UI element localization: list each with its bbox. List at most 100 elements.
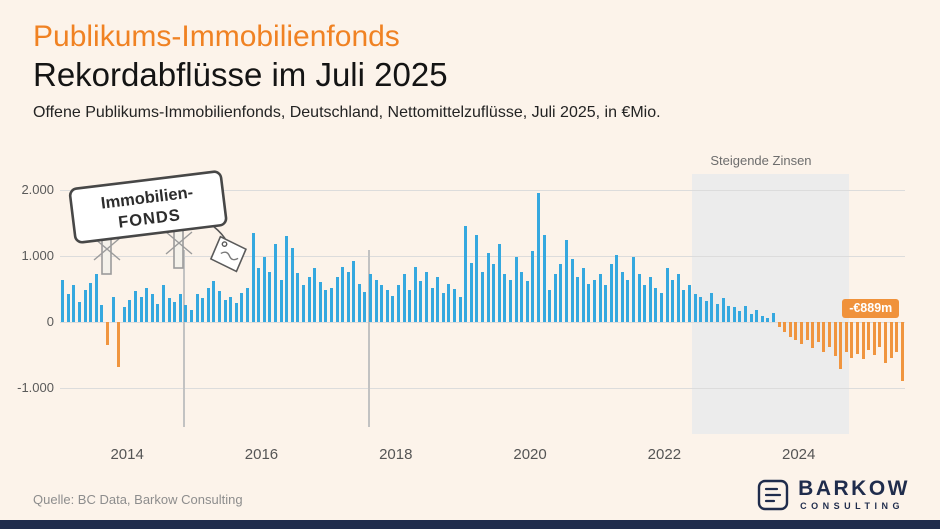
- y-gridline: [60, 322, 905, 323]
- event-marker-line: [183, 250, 186, 427]
- bar: [162, 285, 166, 322]
- bar: [262, 257, 266, 322]
- bar: [816, 322, 820, 343]
- bar: [598, 274, 602, 322]
- bar: [777, 322, 781, 328]
- bar: [296, 273, 300, 322]
- bar: [710, 292, 714, 322]
- bar: [61, 279, 65, 322]
- bar: [178, 294, 182, 322]
- bar: [72, 285, 76, 322]
- bar: [279, 279, 283, 322]
- bar: [385, 290, 389, 322]
- bar: [341, 266, 345, 322]
- bar: [240, 292, 244, 322]
- bar: [369, 274, 373, 322]
- immobilienfonds-sign: Immobilien- FONDS: [68, 170, 247, 275]
- bar: [145, 287, 149, 322]
- y-gridline: [60, 256, 905, 257]
- bar: [738, 311, 742, 322]
- x-axis-tick-label: 2018: [379, 446, 413, 463]
- bar: [184, 304, 188, 322]
- bar: [217, 290, 221, 322]
- bar: [301, 285, 305, 322]
- bar: [548, 290, 552, 322]
- bar: [268, 271, 272, 322]
- bar: [861, 322, 865, 359]
- bar: [839, 322, 843, 369]
- bar: [100, 304, 104, 322]
- bar: [889, 322, 893, 358]
- bar: [514, 257, 518, 322]
- bar: [570, 258, 574, 322]
- barkow-logo-icon: [757, 479, 789, 510]
- bar: [721, 298, 725, 322]
- bar: [755, 310, 759, 322]
- bar: [234, 302, 238, 322]
- bar: [447, 283, 451, 322]
- bar: [134, 290, 138, 322]
- bar: [592, 279, 596, 322]
- y-gridline: [60, 388, 905, 389]
- barkow-logo-text: BARKOW CONSULTING: [798, 478, 910, 511]
- sign-brace-right-icon: [165, 231, 193, 255]
- bar: [682, 290, 686, 322]
- plot-area: Steigende Zinsen 2014 2016 2018 2020 2022 202…: [60, 153, 905, 463]
- barkow-logo: BARKOW CONSULTING: [757, 478, 910, 511]
- bar: [128, 299, 132, 322]
- bar: [78, 302, 82, 322]
- bar: [94, 274, 98, 322]
- bar: [117, 322, 121, 367]
- bar: [346, 271, 350, 322]
- y-gridline: [60, 190, 905, 191]
- bar: [648, 277, 652, 322]
- bar: [167, 297, 171, 322]
- bar: [643, 285, 647, 322]
- bar: [106, 322, 110, 346]
- bar: [520, 271, 524, 322]
- logo-subtitle: CONSULTING: [800, 501, 905, 511]
- x-axis-tick-label: 2014: [110, 446, 144, 463]
- event-marker-line: [367, 250, 370, 427]
- bar: [637, 274, 641, 322]
- bar: [811, 322, 815, 348]
- bar: [716, 303, 720, 322]
- bar: [805, 322, 809, 341]
- bar: [464, 225, 468, 322]
- bar: [206, 288, 210, 322]
- bar: [688, 285, 692, 322]
- bar: [83, 290, 87, 322]
- bar: [799, 322, 803, 345]
- bar: [156, 303, 160, 322]
- source-note: Quelle: BC Data, Barkow Consulting: [33, 492, 243, 507]
- bar: [699, 296, 703, 322]
- bar: [497, 244, 501, 322]
- bar: [201, 298, 205, 322]
- bar: [536, 193, 540, 322]
- bar: [895, 322, 899, 353]
- bar: [559, 263, 563, 322]
- bar: [212, 281, 216, 322]
- shaded-region-label: Steigende Zinsen: [710, 153, 812, 168]
- y-axis-tick-label: 0: [46, 314, 54, 329]
- bar: [195, 294, 199, 322]
- bar: [307, 277, 311, 322]
- header: Publikums-Immobilienfonds Rekordabflüsse…: [33, 20, 661, 122]
- bar: [486, 253, 490, 322]
- bar: [704, 300, 708, 322]
- bar: [475, 234, 479, 322]
- bar: [122, 306, 126, 322]
- bar: [531, 250, 535, 322]
- bar: [413, 266, 417, 322]
- bar: [794, 322, 798, 341]
- bar: [190, 310, 193, 322]
- bar: [251, 232, 255, 322]
- bar: [564, 240, 568, 322]
- bar: [883, 322, 887, 363]
- bar: [665, 267, 669, 322]
- bar: [139, 296, 143, 322]
- bar: [363, 291, 367, 322]
- y-axis-tick-label: 1.000: [21, 248, 54, 263]
- bar: [458, 296, 462, 322]
